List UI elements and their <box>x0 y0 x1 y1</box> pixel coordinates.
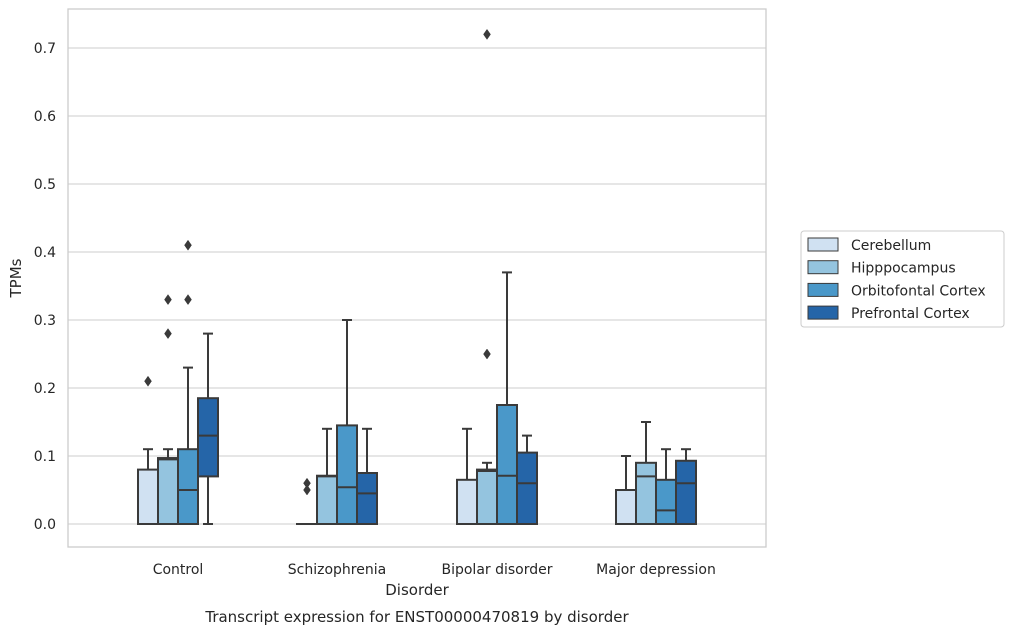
box-item <box>655 448 677 525</box>
y-tick-label: 0.7 <box>34 41 56 57</box>
box-body <box>316 474 338 525</box>
outlier-point <box>184 294 192 306</box>
y-tick-label: 0.0 <box>34 517 56 533</box>
y-tick-label: 0.4 <box>34 245 56 261</box>
gridlines <box>68 47 766 525</box>
box-item <box>615 455 637 525</box>
x-tick-label: Schizophrenia <box>288 562 386 578</box>
x-tick-label: Bipolar disorder <box>441 562 552 578</box>
box-body <box>635 461 657 525</box>
box-item <box>336 319 358 525</box>
y-tick-label: 0.1 <box>34 449 56 465</box>
legend-label: Prefrontal Cortex <box>851 306 970 322</box>
x-axis-title: Disorder <box>385 581 449 599</box>
box-series <box>157 28 657 526</box>
box-plot-series <box>137 28 697 526</box>
box-body <box>197 397 219 478</box>
box-body <box>137 468 159 526</box>
box-body <box>157 457 179 526</box>
legend-swatch <box>807 282 839 297</box>
outlier-point <box>184 239 192 251</box>
legend-label: Orbitofontal Cortex <box>851 283 986 299</box>
y-tick-labels: 0.0 0.1 0.2 0.3 0.4 0.5 0.6 0.7 <box>34 41 56 533</box>
box-series <box>177 239 677 526</box>
box-body <box>615 489 637 525</box>
legend-swatch <box>807 305 839 320</box>
outlier-point <box>164 328 172 340</box>
outlier-point <box>164 294 172 306</box>
x-tick-label: Major depression <box>596 562 716 578</box>
legend: Cerebellum Hipppocampus Orbitofontal Corte… <box>800 230 1005 328</box>
box-item <box>296 477 318 526</box>
box-item <box>316 427 338 525</box>
y-tick-label: 0.3 <box>34 313 56 329</box>
x-tick-label: Control <box>153 562 204 578</box>
box-item <box>516 434 538 526</box>
box-body <box>177 448 199 526</box>
box-body <box>336 424 358 525</box>
legend-label: Hipppocampus <box>851 261 956 277</box>
box-body <box>476 468 498 526</box>
box-series <box>197 332 697 526</box>
box-item <box>356 427 378 525</box>
outlier-point <box>483 28 491 40</box>
box-body <box>655 478 677 525</box>
y-axis-title: TPMs <box>7 258 25 298</box>
legend-label: Cerebellum <box>851 238 931 254</box>
box-item <box>197 332 219 525</box>
box-item <box>456 427 478 525</box>
box-body <box>516 451 538 526</box>
outlier-point <box>303 477 311 489</box>
box-body <box>675 459 697 526</box>
outlier-point <box>483 348 491 360</box>
box-item <box>177 239 199 526</box>
legend-frame <box>800 230 1005 328</box>
outlier-point <box>303 484 311 496</box>
box-body <box>456 478 478 525</box>
box-item <box>675 448 697 526</box>
box-item <box>157 294 179 526</box>
y-tick-label: 0.6 <box>34 109 56 125</box>
chart-caption: Transcript expression for ENST0000047081… <box>204 608 629 626</box>
y-tick-label: 0.2 <box>34 381 56 397</box>
box-item <box>635 421 657 525</box>
x-tick-labels: Control Schizophrenia Bipolar disorder Majo… <box>153 562 716 578</box>
box-item <box>476 28 498 526</box>
box-body <box>356 472 378 525</box>
legend-swatch <box>807 237 839 252</box>
outlier-point <box>144 375 152 387</box>
legend-swatch <box>807 260 839 275</box>
plot-frame <box>67 8 767 548</box>
y-tick-label: 0.5 <box>34 177 56 193</box>
box-item <box>137 375 159 526</box>
box-item <box>496 271 518 525</box>
box-body <box>496 404 518 525</box>
